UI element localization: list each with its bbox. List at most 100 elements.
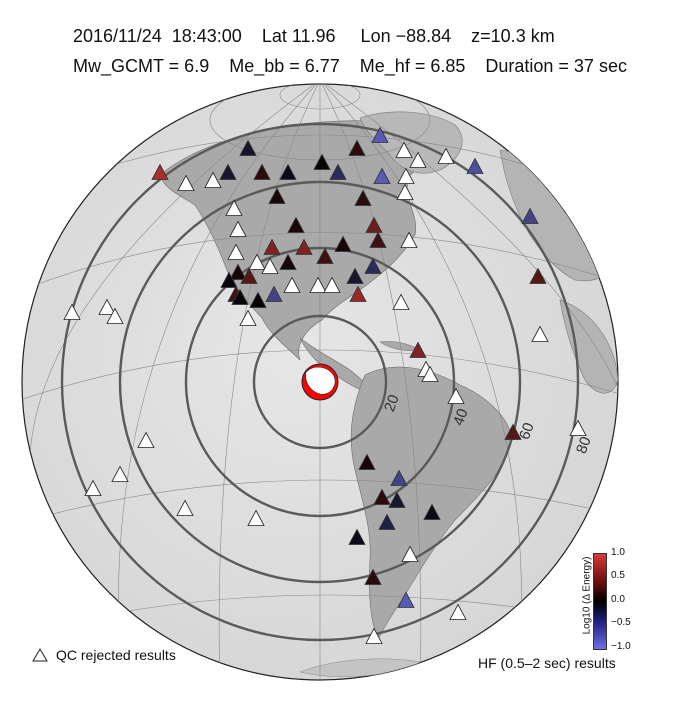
station-triangle-qc-rejected[interactable] xyxy=(396,183,414,200)
station-triangle[interactable] xyxy=(229,263,247,280)
station-triangle[interactable] xyxy=(239,139,257,156)
station-triangle-qc-rejected[interactable] xyxy=(84,479,102,496)
station-triangle-qc-rejected[interactable] xyxy=(323,276,341,293)
station-triangle-qc-rejected[interactable] xyxy=(409,151,427,168)
station-triangle[interactable] xyxy=(313,153,331,170)
station-triangle[interactable] xyxy=(354,189,372,206)
station-triangle-qc-rejected[interactable] xyxy=(365,627,383,644)
station-triangle[interactable] xyxy=(529,267,547,284)
station-triangle-qc-rejected[interactable] xyxy=(248,253,266,270)
station-triangle[interactable] xyxy=(346,267,364,284)
station-triangle[interactable] xyxy=(329,163,347,180)
station-triangle-qc-rejected[interactable] xyxy=(261,257,279,274)
station-triangle-qc-rejected[interactable] xyxy=(176,499,194,516)
station-triangle[interactable] xyxy=(369,231,387,248)
station-triangle[interactable] xyxy=(397,591,415,608)
legend-qc-label: QC rejected results xyxy=(56,647,176,663)
station-triangle[interactable] xyxy=(249,291,267,308)
station-triangle[interactable] xyxy=(219,163,237,180)
station-triangle[interactable] xyxy=(466,157,484,174)
ring-40 xyxy=(184,246,456,518)
station-triangle[interactable] xyxy=(521,207,539,224)
station-markers xyxy=(63,126,587,644)
station-triangle-qc-rejected[interactable] xyxy=(177,174,195,191)
station-triangle[interactable] xyxy=(373,167,391,184)
colorbar-title: Log10 (Δ Energy) xyxy=(581,556,593,635)
focal-mechanism-beachball[interactable] xyxy=(301,363,339,401)
land-masses xyxy=(159,111,618,677)
station-triangle-qc-rejected[interactable] xyxy=(421,365,439,382)
station-triangle[interactable] xyxy=(268,187,286,204)
station-triangle[interactable] xyxy=(504,423,522,440)
station-triangle[interactable] xyxy=(316,247,334,264)
distance-rings xyxy=(60,122,580,642)
colorbar: Log10 (Δ Energy) 1.0 0.5 0.0 −0.5 −1.0 xyxy=(575,547,675,655)
station-triangle[interactable] xyxy=(151,163,169,180)
station-triangle[interactable] xyxy=(409,341,427,358)
station-triangle-qc-rejected[interactable] xyxy=(204,171,222,188)
station-triangle-qc-rejected[interactable] xyxy=(98,298,116,315)
station-triangle-qc-rejected[interactable] xyxy=(531,325,549,342)
station-triangle-qc-rejected[interactable] xyxy=(106,307,124,324)
station-triangle-qc-rejected[interactable] xyxy=(247,509,265,526)
station-triangle[interactable] xyxy=(423,503,441,520)
station-triangle-qc-rejected[interactable] xyxy=(397,167,415,184)
ring-label-40: 40 xyxy=(450,407,472,428)
station-triangle[interactable] xyxy=(295,238,313,255)
station-triangle-qc-rejected[interactable] xyxy=(229,220,247,237)
station-triangle-qc-rejected[interactable] xyxy=(63,303,81,320)
ring-80 xyxy=(60,122,580,642)
station-triangle[interactable] xyxy=(349,285,367,302)
station-triangle[interactable] xyxy=(279,163,297,180)
south-america xyxy=(350,366,513,641)
station-triangle[interactable] xyxy=(287,216,305,233)
station-triangle-qc-rejected[interactable] xyxy=(225,199,243,216)
station-triangle[interactable] xyxy=(371,126,389,143)
station-triangle[interactable] xyxy=(390,469,408,486)
station-triangle[interactable] xyxy=(348,139,366,156)
station-triangle-qc-rejected[interactable] xyxy=(392,293,410,310)
event-info-line1: 2016/11/24 18:43:00 Lat 11.96 Lon −88.84… xyxy=(73,26,555,46)
station-triangle[interactable] xyxy=(240,267,258,284)
station-triangle[interactable] xyxy=(373,488,391,505)
station-triangle[interactable] xyxy=(348,528,366,545)
station-triangle-qc-rejected[interactable] xyxy=(137,431,155,448)
station-triangle-qc-rejected[interactable] xyxy=(401,545,419,562)
station-triangle[interactable] xyxy=(378,513,396,530)
ring-label-60: 60 xyxy=(516,421,538,442)
ring-label-20: 20 xyxy=(381,393,403,414)
station-triangle[interactable] xyxy=(279,253,297,270)
station-triangle[interactable] xyxy=(364,568,382,585)
station-triangle-qc-rejected[interactable] xyxy=(111,465,129,482)
triangle-outline-icon xyxy=(32,648,48,662)
ring-label-80: 80 xyxy=(573,435,595,456)
station-triangle-qc-rejected[interactable] xyxy=(395,141,413,158)
station-triangle-qc-rejected[interactable] xyxy=(449,603,467,620)
station-triangle[interactable] xyxy=(253,163,271,180)
colorbar-tick: −0.5 xyxy=(611,617,631,628)
station-triangle[interactable] xyxy=(364,257,382,274)
colorbar-tick: 1.0 xyxy=(611,547,625,558)
ring-20 xyxy=(252,314,388,450)
station-triangle[interactable] xyxy=(388,491,406,508)
station-triangle-qc-rejected[interactable] xyxy=(437,147,455,164)
station-triangle[interactable] xyxy=(220,271,238,288)
event-info-line2: Mw_GCMT = 6.9 Me_bb = 6.77 Me_hf = 6.85 … xyxy=(73,56,627,76)
station-triangle[interactable] xyxy=(365,216,383,233)
station-triangle-qc-rejected[interactable] xyxy=(239,309,257,326)
station-triangle[interactable] xyxy=(263,238,281,255)
station-triangle[interactable] xyxy=(265,285,283,302)
station-triangle-qc-rejected[interactable] xyxy=(400,231,418,248)
station-triangle[interactable] xyxy=(358,453,376,470)
station-triangle[interactable] xyxy=(231,288,249,305)
station-triangle-qc-rejected[interactable] xyxy=(227,243,245,260)
station-triangle[interactable] xyxy=(334,235,352,252)
ring-labels: 20 40 60 80 xyxy=(381,393,595,456)
station-triangle-qc-rejected[interactable] xyxy=(283,276,301,293)
station-triangle-qc-rejected[interactable] xyxy=(447,387,465,404)
station-triangle-qc-rejected[interactable] xyxy=(309,276,327,293)
ring-60 xyxy=(118,180,522,584)
legend-hf-results: HF (0.5–2 sec) results xyxy=(478,655,616,671)
station-triangle-qc-rejected[interactable] xyxy=(569,419,587,436)
